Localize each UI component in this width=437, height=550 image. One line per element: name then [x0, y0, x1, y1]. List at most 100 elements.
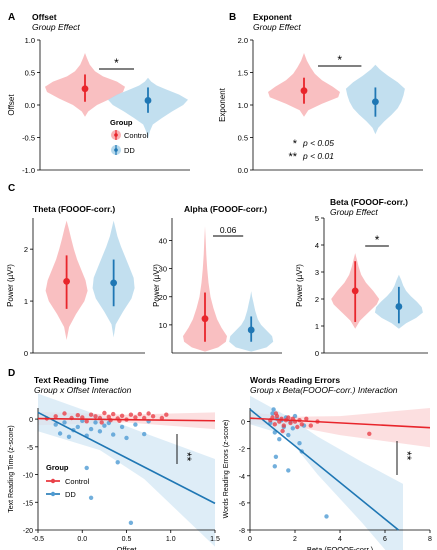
legend-key-dd [50, 491, 56, 497]
panel-letter: D [8, 368, 15, 379]
mean-point-control [63, 277, 70, 285]
data-point-control [88, 412, 94, 417]
y-tick-label: -20 [23, 528, 33, 535]
y-tick-label: 1.5 [238, 69, 248, 78]
y-tick-label: -10 [23, 473, 33, 480]
data-point-dd [286, 468, 291, 473]
data-point-control [75, 413, 81, 418]
data-point-control [119, 413, 125, 418]
y-tick-label: 2.0 [238, 36, 248, 45]
x-axis-label: Offset [117, 545, 138, 550]
y-tick-label: 1 [24, 297, 28, 306]
mean-point-dd [247, 326, 255, 334]
y-tick-label: 2 [24, 245, 28, 254]
data-point-control [280, 428, 285, 434]
x-tick-label: 0 [248, 536, 252, 543]
data-point-control [295, 424, 300, 430]
legend-title: Group [46, 463, 69, 472]
data-point-dd [124, 435, 129, 441]
panel-letter: B [229, 12, 236, 23]
legend-title: Group [110, 118, 133, 127]
fit-line-dd [37, 411, 216, 505]
data-point-dd [53, 422, 58, 427]
data-point-control [288, 420, 293, 426]
data-point-dd [297, 441, 302, 446]
y-tick-label: -1.0 [22, 166, 35, 175]
y-tick-label: 0.0 [238, 166, 248, 175]
data-point-control [146, 411, 151, 416]
panel-letter: A [8, 12, 15, 23]
data-point-dd [273, 454, 279, 459]
mean-point-dd [372, 98, 379, 106]
legend-key-control [50, 478, 56, 484]
data-point-control [133, 415, 138, 420]
data-point-dd [290, 426, 295, 431]
mean-point-control [201, 315, 209, 323]
panel-subtitle: Group Effect [32, 22, 80, 32]
data-point-control [62, 411, 67, 416]
legend-label-control: Control [65, 477, 90, 486]
significance-label: ** [400, 451, 414, 461]
data-point-control [286, 415, 291, 420]
violin-control [183, 226, 227, 352]
panel-title: Theta (FOOOF-corr.) [33, 204, 115, 214]
data-point-control [281, 423, 286, 428]
y-tick-label: 1.0 [25, 36, 35, 45]
y-tick-label: 0.0 [25, 101, 35, 110]
data-point-dd [97, 429, 103, 434]
data-point-dd [115, 460, 120, 465]
data-point-dd [133, 422, 138, 427]
y-tick-label: 0.5 [238, 134, 248, 143]
panel-title: Beta (FOOOF-corr.) [330, 197, 408, 207]
ci-band-dd [38, 393, 215, 547]
data-point-control [367, 431, 372, 436]
significance-key-text: p < 0.01 [302, 151, 334, 161]
y-tick-label: 0 [241, 420, 245, 427]
legend-label-dd: DD [65, 490, 76, 499]
y-axis-label: Offset [7, 94, 16, 116]
data-point-control [272, 422, 277, 427]
panel-letter: C [8, 183, 15, 194]
data-point-dd [286, 432, 291, 438]
mean-point-dd [144, 97, 152, 104]
data-point-dd [277, 437, 282, 442]
x-tick-label: 1.0 [166, 536, 176, 543]
mean-point-control [300, 87, 308, 95]
legend-key-dd [114, 148, 118, 152]
y-tick-label: -8 [239, 528, 245, 535]
panel-title: Alpha (FOOOF-corr.) [184, 204, 267, 214]
y-tick-label: 10 [159, 321, 167, 330]
data-point-control [93, 414, 98, 419]
data-point-dd [270, 411, 275, 416]
x-tick-label: 6 [383, 536, 387, 543]
y-tick-label: -15 [23, 500, 33, 507]
legend-key-control [114, 133, 118, 137]
data-point-control [159, 415, 165, 421]
data-point-dd [102, 423, 107, 428]
mean-point-dd [110, 279, 118, 287]
data-point-control [273, 411, 279, 416]
data-point-dd [88, 495, 94, 500]
y-tick-label: -6 [239, 501, 245, 508]
data-point-control [150, 414, 156, 419]
significance-label: ** [180, 452, 194, 462]
y-tick-label: 4 [315, 241, 319, 250]
panel-subtitle: Group x Offset Interaction [34, 385, 132, 395]
data-point-control [53, 414, 58, 419]
data-point-dd [119, 424, 125, 430]
significance-key-symbol: * [293, 138, 298, 150]
y-axis-label: Power (µV²) [152, 264, 161, 307]
significance-label: 0.06 [220, 225, 237, 235]
x-tick-label: 4 [338, 536, 342, 543]
mean-point-dd [395, 303, 403, 310]
data-point-dd [57, 431, 63, 436]
panel-title: Text Reading Time [34, 375, 109, 385]
data-point-control [299, 422, 304, 427]
data-point-control [84, 419, 89, 424]
x-tick-label: -0.5 [32, 536, 44, 543]
x-tick-label: 2 [293, 536, 297, 543]
data-point-dd [84, 465, 89, 471]
y-tick-label: 2 [315, 295, 319, 304]
data-point-control [102, 410, 107, 416]
